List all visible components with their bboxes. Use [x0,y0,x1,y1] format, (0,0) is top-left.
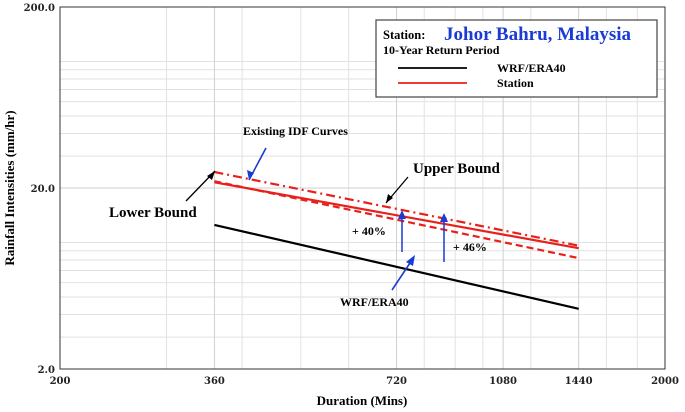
legend-entry-station: Station [497,76,534,90]
y-tick-label: 200.0 [24,3,55,14]
x-tick-label: 200 [50,376,71,387]
legend: Station: Johor Bahru, Malaysia 10-Year R… [375,19,658,98]
series-layer [214,170,579,310]
legend-period: 10-Year Return Period [383,43,500,57]
annotation-pct-46: + 46% [453,240,487,254]
y-axis-label: Rainfall Intensities (mm/hr) [2,110,17,265]
series-line-bound-3 [214,180,579,260]
plot-frame [59,6,666,370]
x-tick-label: 1440 [565,376,593,387]
annotation-lower-bound: Lower Bound [109,205,197,221]
x-tick-label: 720 [386,376,407,387]
x-tick-label: 2000 [651,376,679,387]
y-tick-label: 20.0 [31,184,55,195]
series-line-wrf-era40 [214,223,579,310]
x-tick-label: 360 [204,376,225,387]
legend-entry-wrf: WRF/ERA40 [497,61,566,75]
tick-layer: 200 360 720 1080 1440 2000 2.0 20.0 200.0 [24,3,679,387]
x-tick-label: 1080 [489,376,517,387]
legend-station-label: Station: [383,28,425,42]
legend-box [375,19,658,98]
annotation-pct-40: + 40% [352,224,386,238]
x-axis-label: Duration (Mins) [317,393,408,408]
legend-station-name: Johor Bahru, Malaysia [444,24,632,45]
arrowhead-pct-46 [440,213,448,222]
arrowhead-pct-40 [398,210,406,219]
series-line-bound-2 [214,170,579,247]
annotations: Existing IDF Curves Upper Bound Lower Bo… [109,124,501,309]
arrowhead-existing-idf [247,170,254,180]
arrowhead-upper-bound [386,194,393,203]
annotation-wrf: WRF/ERA40 [340,295,409,309]
arrowhead-wrf [406,255,415,266]
y-tick-label: 2.0 [38,365,55,376]
arrowhead-lower-bound [207,171,215,180]
annotation-upper-bound: Upper Bound [413,161,501,177]
annotation-existing-idf: Existing IDF Curves [243,124,348,138]
